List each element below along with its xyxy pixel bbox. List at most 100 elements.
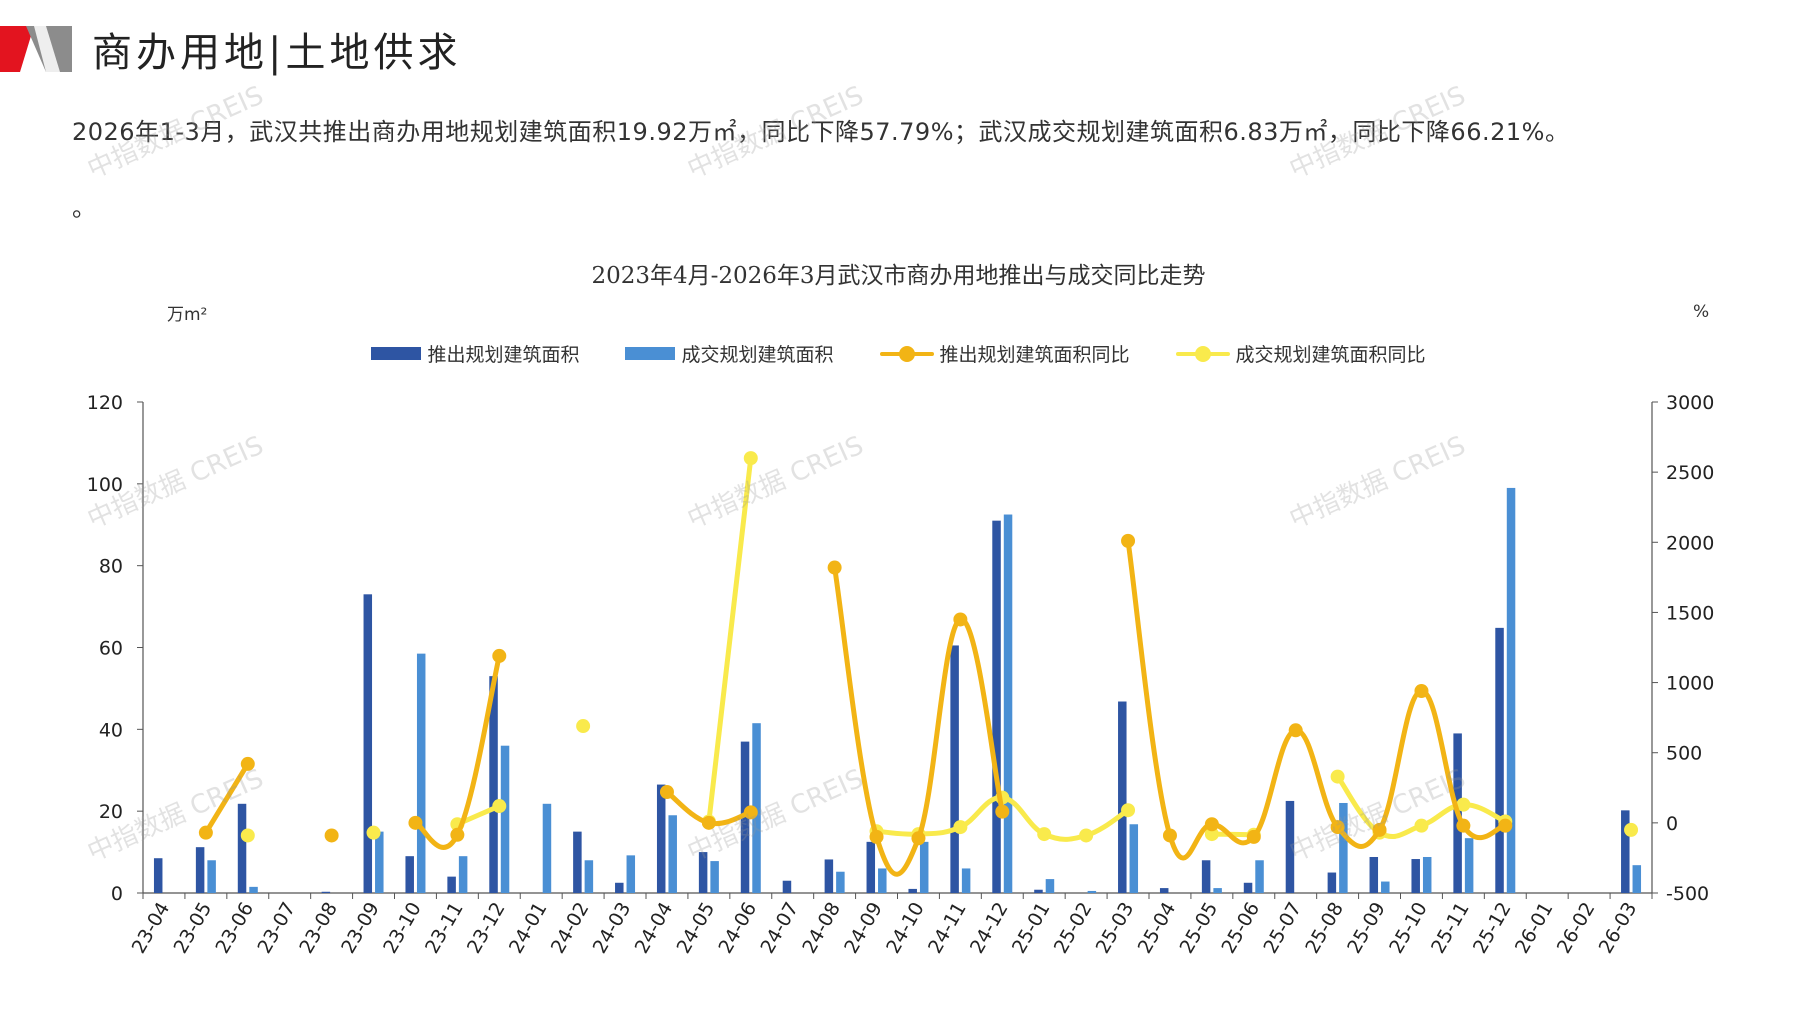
x-axis-tick-label: 25-12 [1469, 899, 1516, 958]
page-title: 商办用地|土地供求 [92, 30, 462, 76]
supply-yoy-point [953, 612, 968, 627]
x-axis-tick-label: 23-10 [379, 899, 426, 958]
deal-area-bar [1422, 856, 1432, 893]
x-axis-tick-label: 24-06 [714, 899, 761, 958]
supply-area-bar [782, 880, 792, 893]
x-axis-tick-label: 24-07 [756, 899, 803, 958]
left-axis-tick-label: 20 [99, 801, 123, 823]
deal-area-bar [836, 871, 845, 893]
supply-area-bar [992, 520, 1001, 893]
deal-area-bar [1003, 514, 1013, 893]
left-axis-tick-label: 80 [99, 556, 123, 578]
x-axis-tick-label: 25-02 [1050, 899, 1097, 958]
deal-area-bar [919, 841, 929, 893]
supply-area-bar [447, 876, 456, 893]
supply-area-bar [1495, 627, 1504, 893]
deal-yoy-point [492, 799, 507, 814]
chart-title: 2023年4月-2026年3月武汉市商办用地推出与成交同比走势 [591, 263, 1206, 289]
left-axis-tick-label: 40 [99, 719, 123, 741]
supply-area-bar [1411, 859, 1420, 893]
deal-yoy-point [240, 828, 255, 843]
x-axis-tick-label: 23-09 [337, 899, 384, 958]
supply-area-bar [1201, 860, 1211, 893]
supply-yoy-point [1162, 828, 1177, 843]
supply-yoy-point [743, 805, 758, 820]
right-axis-tick-label: 2000 [1666, 532, 1714, 554]
supply-area-bar [405, 856, 414, 893]
deal-yoy-point [366, 825, 381, 840]
legend-item-deal-area: 成交规划建筑面积 [625, 340, 834, 367]
supply-yoy-point [408, 815, 423, 830]
supply-area-bar [615, 882, 624, 893]
x-axis-tick-label: 25-09 [1343, 899, 1390, 958]
supply-yoy-point [869, 829, 884, 844]
deal-yoy-point [1414, 818, 1429, 833]
deal-area-bar [1339, 802, 1348, 893]
deal-yoy-point [1330, 769, 1345, 784]
summary-continued: 。 [72, 194, 96, 222]
supply-area-bar [1285, 800, 1295, 893]
x-axis-tick-label: 24-05 [673, 899, 720, 958]
x-axis-tick-label: 24-02 [547, 899, 594, 958]
left-axis-tick-label: 100 [87, 474, 123, 496]
deal-yoy-point [743, 451, 758, 466]
supply-area-bar [321, 891, 331, 893]
supply-area-bar [153, 858, 163, 893]
deal-area-bar [1464, 838, 1474, 893]
supply-yoy-point [995, 804, 1010, 819]
x-axis-tick-label: 26-01 [1511, 899, 1558, 958]
x-axis-tick-label: 26-03 [1595, 899, 1642, 958]
deal-area-bar [710, 861, 719, 893]
x-axis-tick-label: 25-04 [1134, 899, 1181, 958]
right-axis-tick-label: 2500 [1666, 462, 1714, 484]
legend-label-supply-area: 推出规划建筑面积 [427, 344, 580, 366]
supply-yoy-point [1414, 683, 1429, 698]
right-axis-tick-label: 1000 [1666, 673, 1714, 695]
supply-area-bar [363, 594, 373, 893]
deal-area-bar [626, 855, 636, 893]
supply-area-bar [1034, 889, 1043, 893]
supply-yoy-point [659, 784, 674, 799]
supply-yoy-point [492, 648, 507, 663]
deal-yoy-point [1079, 828, 1094, 843]
supply-area-bar [1159, 888, 1169, 893]
supply-area-bar [950, 645, 959, 893]
x-axis-tick-label: 23-08 [295, 899, 342, 958]
supply-yoy-point [911, 831, 926, 846]
deal-area-bar [1129, 824, 1139, 893]
right-axis-unit: % [1693, 302, 1710, 322]
deal-yoy-point [1204, 827, 1219, 842]
deal-area-bar [1087, 890, 1097, 893]
supply-area-bar [698, 852, 708, 893]
x-axis-tick-label: 26-02 [1553, 899, 1600, 958]
deal-area-bar [961, 868, 971, 893]
supply-yoy-point [1204, 817, 1219, 832]
legend-label-supply-yoy: 推出规划建筑面积同比 [939, 344, 1130, 366]
left-axis-unit: 万m² [167, 305, 208, 325]
x-axis-tick-label: 24-08 [798, 899, 845, 958]
deal-yoy-point [1037, 827, 1052, 842]
x-axis-tick-label: 23-12 [463, 899, 510, 958]
x-axis-tick-label: 25-11 [1427, 899, 1474, 958]
supply-area-bar [1621, 810, 1630, 893]
x-axis-tick-label: 24-10 [882, 899, 929, 958]
x-axis-tick-label: 25-03 [1092, 899, 1139, 958]
right-axis-tick-label: -500 [1666, 883, 1709, 905]
chart-legend: 推出规划建筑面积 成交规划建筑面积 推出规划建筑面积同比 成交规划建筑面积同比 [0, 340, 1797, 367]
x-axis-tick-label: 23-06 [211, 899, 258, 958]
deal-yoy-point [576, 719, 591, 734]
deal-area-bar [668, 815, 677, 893]
deal-area-bar [458, 856, 468, 893]
supply-yoy-point [1288, 723, 1303, 738]
x-axis-tick-label: 23-04 [128, 899, 175, 958]
legend-item-supply-yoy: 推出规划建筑面积同比 [879, 340, 1130, 367]
legend-label-deal-area: 成交规划建筑面积 [681, 344, 834, 366]
legend-swatch-supply-yoy [879, 345, 934, 362]
supply-yoy-point [240, 756, 255, 771]
x-axis-tick-label: 25-07 [1259, 899, 1306, 958]
right-axis-tick-label: 500 [1666, 743, 1702, 765]
left-axis-tick-label: 0 [111, 883, 123, 905]
legend-swatch-supply-area [371, 347, 422, 360]
supply-area-bar [1327, 872, 1337, 893]
